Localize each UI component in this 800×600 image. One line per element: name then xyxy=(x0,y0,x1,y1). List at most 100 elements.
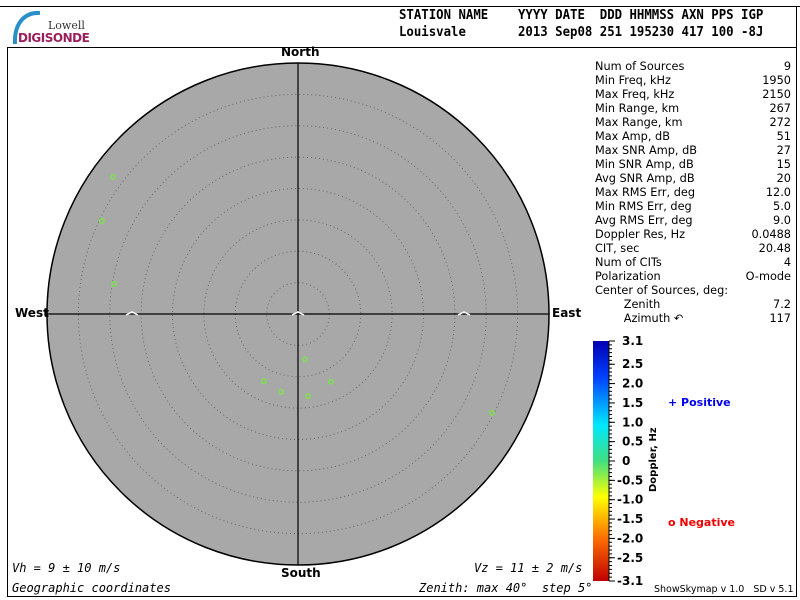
legend-negative: o Negative xyxy=(668,516,736,529)
stat-value: 9.0 xyxy=(773,214,791,227)
stat-row: Num of Sources 9 xyxy=(595,60,791,74)
stat-value: 272 xyxy=(769,116,791,129)
vz-readout: Vz = 11 ± 2 m/s xyxy=(474,561,583,575)
source-point xyxy=(98,217,105,224)
stat-row: Min SNR Amp, dB 15 xyxy=(595,158,791,172)
stat-value: 2150 xyxy=(762,88,791,101)
colorbar-gradient xyxy=(593,341,609,581)
skymap-plot xyxy=(46,62,550,566)
stat-label: Zenith xyxy=(595,298,661,311)
stat-label: Max RMS Err, deg xyxy=(595,186,696,199)
logo-lowell: Lowell xyxy=(48,19,85,32)
stat-label: Min Range, km xyxy=(595,102,680,115)
colorbar-tick-label: 0.5 xyxy=(622,435,643,449)
stats-panel: Num of Sources 9 Min Freq, kHz 1950 Max Freq… xyxy=(595,60,791,326)
stat-row: Polarization O-mode xyxy=(595,270,791,284)
colorbar-tick-label: -3.1 xyxy=(617,574,643,588)
source-point xyxy=(302,356,308,363)
stat-row: Max Freq, kHz 2150 xyxy=(595,88,791,102)
colorbar-tick-label: 2.5 xyxy=(622,357,643,371)
stat-row: Zenith 7.2 xyxy=(595,298,791,312)
source-point xyxy=(489,409,495,416)
plus-icon: + xyxy=(668,396,682,409)
source-point xyxy=(109,174,116,180)
station-marker-icon xyxy=(125,311,139,316)
colorbar-tick-label: -2.5 xyxy=(617,551,643,565)
stat-row: Doppler Res, Hz 0.0488 xyxy=(595,228,791,242)
stat-row: Min Freq, kHz 1950 xyxy=(595,74,791,88)
colorbar-tick-label: 1.0 xyxy=(622,415,643,429)
stat-value: 27 xyxy=(776,144,791,157)
stat-row: Max RMS Err, deg 12.0 xyxy=(595,186,791,200)
colorbar-tick-label: 2.0 xyxy=(622,377,643,391)
source-point xyxy=(327,378,334,385)
east-label: East xyxy=(552,306,582,320)
stat-row: Max SNR Amp, dB 27 xyxy=(595,144,791,158)
stat-label: Max Freq, kHz xyxy=(595,88,675,101)
source-point xyxy=(260,378,267,385)
stat-value: 51 xyxy=(776,130,791,143)
colorbar-tick-label: -2.0 xyxy=(617,531,643,545)
stat-value: 9 xyxy=(783,60,791,73)
logo-swoosh-icon xyxy=(12,10,41,45)
stat-label: CIT, sec xyxy=(595,242,640,255)
stat-value: 117 xyxy=(769,312,791,325)
stat-value: 15 xyxy=(776,158,791,171)
stat-row: Avg SNR Amp, dB 20 xyxy=(595,172,791,186)
stat-row: Max Range, km 272 xyxy=(595,116,791,130)
logo-digisonde: DIGISONDE xyxy=(18,31,90,45)
doppler-colorbar: 3.1 2.5 2.0 1.5 1.0 0.5 0 -0.5 -1.0 -1.5 -2.0 -2.5 -… xyxy=(593,334,643,588)
west-label: West xyxy=(15,306,49,320)
stat-label: Azimuth ↶ xyxy=(595,312,684,325)
north-label: North xyxy=(281,45,320,59)
stat-label: Doppler Res, Hz xyxy=(595,228,686,241)
colorbar-tick-label: -1.0 xyxy=(617,493,643,507)
stat-label: Min SNR Amp, dB xyxy=(595,158,694,171)
stat-value: 1950 xyxy=(762,74,791,87)
source-point xyxy=(305,393,312,400)
source-point xyxy=(111,280,118,287)
stat-label: Max Range, km xyxy=(595,116,683,129)
colorbar-label: Doppler, Hz xyxy=(648,427,659,492)
stat-label: Num of Sources xyxy=(595,60,685,73)
colorbar-tick-label: 1.5 xyxy=(622,396,643,410)
coordinates-label: Geographic coordinates xyxy=(12,581,171,595)
colorbar-tick-label: -0.5 xyxy=(617,473,643,487)
stat-row: Min Range, km 267 xyxy=(595,102,791,116)
frame-line xyxy=(796,6,797,597)
stat-value: 267 xyxy=(769,102,791,115)
stat-value: 5.0 xyxy=(773,200,791,213)
stat-label: Num of CITs xyxy=(595,256,662,269)
colorbar-tick-label: -1.5 xyxy=(617,512,643,526)
station-marker-icon xyxy=(457,311,471,316)
stat-label: Avg SNR Amp, dB xyxy=(595,172,695,185)
legend-positive: + Positive xyxy=(668,396,731,409)
stat-label: Min Freq, kHz xyxy=(595,74,671,87)
stat-label: Polarization xyxy=(595,270,661,283)
header-labels: STATION NAME YYYY DATE DDD HHMMSS AXN PP… xyxy=(399,8,764,23)
stat-row: Center of Sources, deg: xyxy=(595,284,791,298)
stat-value: 20.48 xyxy=(758,242,791,255)
stat-value: 12.0 xyxy=(765,186,791,199)
stat-label: Max SNR Amp, dB xyxy=(595,144,698,157)
circle-icon: o xyxy=(668,516,680,529)
stat-value: O-mode xyxy=(745,270,791,283)
stat-row: Num of CITs 4 xyxy=(595,256,791,270)
vh-readout: Vh = 9 ± 10 m/s xyxy=(12,561,121,575)
stat-label: Avg RMS Err, deg xyxy=(595,214,693,227)
source-point xyxy=(278,388,284,395)
frame-line xyxy=(7,596,797,597)
stat-value: 4 xyxy=(783,256,791,269)
stat-value: 20 xyxy=(776,172,791,185)
header-values: Louisvale 2013 Sep08 251 195230 417 100 … xyxy=(399,25,764,40)
stat-label: Center of Sources, deg: xyxy=(595,284,729,297)
stat-row: Azimuth ↶ 117 xyxy=(595,312,791,326)
frame-line xyxy=(7,47,797,48)
south-label: South xyxy=(281,566,321,580)
colorbar-tick-label: 3.1 xyxy=(622,334,643,348)
stat-row: Avg RMS Err, deg 9.0 xyxy=(595,214,791,228)
zenith-scale-label: Zenith: max 40° step 5° xyxy=(419,581,593,595)
stat-label: Max Amp, dB xyxy=(595,130,670,143)
station-marker-icon xyxy=(291,311,305,316)
